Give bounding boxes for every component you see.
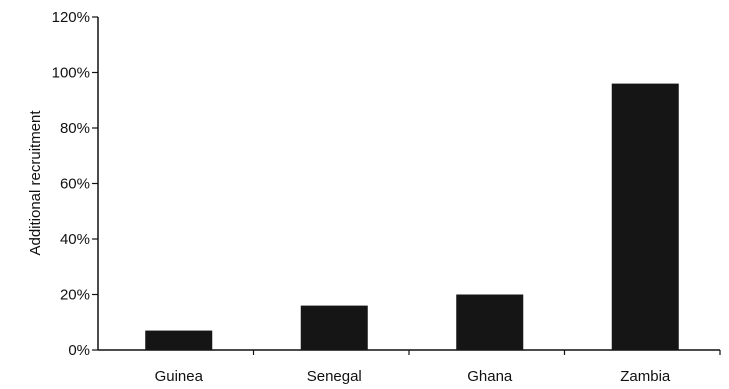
y-tick-label: 60%: [60, 176, 90, 193]
y-axis-title: Additional recruitment: [27, 110, 44, 256]
x-category-label: Ghana: [467, 368, 513, 385]
x-category-label: Zambia: [620, 368, 671, 385]
x-category-label: Guinea: [155, 368, 204, 385]
y-tick-label: 40%: [60, 231, 90, 248]
y-tick-label: 100%: [52, 65, 90, 82]
bar-senegal: [300, 305, 368, 350]
bar-guinea: [145, 330, 213, 350]
x-axis-ticks: [252, 350, 721, 355]
bars: [145, 83, 679, 350]
y-tick-label: 120%: [52, 9, 90, 26]
bar-zambia: [611, 83, 679, 350]
y-tick-label: 20%: [60, 287, 90, 304]
y-tick-label: 80%: [60, 120, 90, 137]
bar-ghana: [456, 294, 524, 350]
x-category-label: Senegal: [307, 368, 362, 385]
category-labels: Guinea Senegal Ghana Zambia: [155, 368, 671, 385]
y-axis-ticks: 0% 20% 40% 60% 80% 100% 120%: [52, 9, 98, 359]
y-tick-label: 0%: [68, 342, 90, 359]
